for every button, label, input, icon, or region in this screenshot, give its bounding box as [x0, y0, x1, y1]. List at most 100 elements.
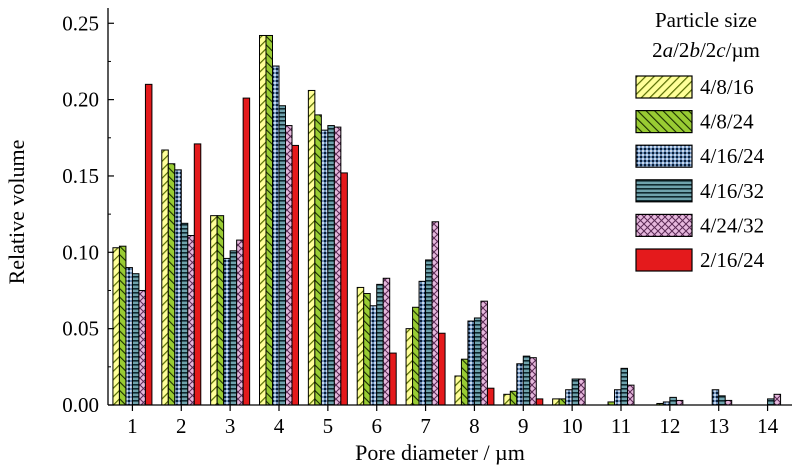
bar-4-8-24-cat-2 — [167, 163, 176, 406]
x-tick-label: 2 — [176, 414, 187, 438]
bar-2-16-24-cat-9 — [535, 398, 544, 406]
x-tick-label: 6 — [371, 414, 382, 438]
legend-swatch — [635, 144, 693, 168]
legend-swatch — [635, 109, 693, 134]
x-tick-label: 9 — [518, 414, 529, 438]
bar-4-16-32-cat-1 — [131, 273, 140, 406]
bar-4-24-32-cat-8 — [480, 300, 488, 406]
bar-4-16-32-cat-12 — [669, 396, 677, 406]
bar-4-8-16-cat-5 — [307, 89, 316, 406]
y-tick-label: 0.15 — [62, 164, 99, 188]
y-tick-label: 0.10 — [62, 240, 99, 264]
bar-4-24-32-cat-5 — [333, 126, 342, 406]
bar-4-16-32-cat-3 — [229, 250, 238, 406]
bar-4-8-24-cat-5 — [314, 114, 322, 406]
bar-4-8-16-cat-10 — [552, 398, 560, 406]
bar-4-24-32-cat-12 — [675, 399, 684, 406]
bar-4-16-32-cat-7 — [425, 259, 433, 406]
legend-label: 4/8/24 — [700, 110, 754, 134]
bar-4-16-24-cat-4 — [272, 65, 280, 406]
bar-4-16-32-cat-10 — [571, 378, 580, 406]
x-tick-label: 7 — [420, 414, 431, 438]
bar-4-8-24-cat-3 — [216, 215, 225, 406]
y-axis-title: Relative volume — [4, 140, 29, 285]
bar-2-16-24-cat-2 — [193, 143, 202, 406]
bar-4-24-32-cat-10 — [578, 378, 586, 406]
bar-4-16-24-cat-7 — [418, 280, 427, 406]
x-tick-label: 13 — [708, 414, 729, 438]
x-tick-label: 1 — [127, 414, 138, 438]
bar-4-8-16-cat-6 — [356, 286, 365, 406]
bar-4-16-24-cat-2 — [174, 169, 182, 406]
bar-2-16-24-cat-3 — [242, 97, 251, 406]
bar-4-16-24-cat-8 — [467, 320, 475, 406]
bar-4-24-32-cat-11 — [627, 384, 635, 406]
x-tick-label: 14 — [757, 414, 779, 438]
legend-label: 4/16/24 — [700, 144, 765, 168]
bar-4-8-16-cat-7 — [405, 328, 414, 406]
bar-4-16-32-cat-11 — [620, 367, 628, 406]
bar-4-16-32-cat-8 — [473, 317, 482, 406]
x-tick-label: 12 — [659, 414, 680, 438]
legend-subtitle: 2a/2b/2c/µm — [652, 38, 760, 62]
bar-4-8-16-cat-9 — [503, 393, 511, 406]
bar-4-16-32-cat-9 — [522, 355, 531, 406]
x-tick-label: 10 — [562, 414, 583, 438]
bar-4-24-32-cat-3 — [236, 239, 244, 406]
bar-4-16-24-cat-13 — [711, 389, 720, 406]
bar-2-16-24-cat-1 — [144, 83, 153, 406]
y-tick-label: 0.00 — [62, 393, 99, 417]
legend-label: 4/16/32 — [700, 179, 764, 203]
bar-4-16-24-cat-5 — [320, 129, 329, 406]
bar-4-24-32-cat-14 — [773, 393, 782, 406]
bar-4-16-32-cat-5 — [327, 125, 335, 406]
bar-4-16-24-cat-10 — [565, 389, 573, 406]
legend-title: Particle size — [655, 8, 757, 32]
bar-4-16-24-cat-11 — [614, 389, 622, 406]
bar-4-8-16-cat-1 — [112, 247, 120, 406]
bar-4-16-24-cat-9 — [516, 363, 524, 406]
bar-4-24-32-cat-6 — [382, 277, 391, 406]
bar-4-8-16-cat-4 — [259, 34, 267, 406]
bar-4-16-24-cat-6 — [369, 305, 378, 406]
bar-4-24-32-cat-4 — [285, 125, 293, 406]
y-tick-label: 0.05 — [62, 317, 99, 341]
bar-4-8-24-cat-4 — [265, 34, 273, 406]
bar-4-8-24-cat-10 — [558, 398, 567, 406]
bar-4-16-32-cat-2 — [180, 222, 189, 406]
bar-4-24-32-cat-7 — [431, 221, 440, 406]
bar-4-8-24-cat-9 — [509, 390, 518, 406]
legend: Particle size 2a/2b/2c/µm 4/8/16 4/8/24 4/16… — [635, 8, 765, 272]
axes-layer: 0.000.050.100.150.200.251 2 3 4 5 6 7 8 9 10 11 12 1… — [62, 8, 792, 438]
legend-swatch — [635, 179, 693, 203]
x-tick-label: 11 — [611, 414, 631, 438]
legend-label: 4/8/16 — [700, 75, 754, 99]
legend-swatch — [635, 213, 693, 237]
bar-2-16-24-cat-5 — [340, 172, 348, 406]
x-tick-label: 4 — [274, 414, 285, 438]
bar-4-24-32-cat-2 — [187, 235, 195, 406]
legend-label: 2/16/24 — [700, 248, 765, 272]
x-tick-label: 8 — [469, 414, 480, 438]
y-tick-label: 0.20 — [62, 88, 99, 112]
bar-4-8-16-cat-2 — [161, 149, 169, 406]
x-tick-label: 3 — [225, 414, 236, 438]
bar-4-8-24-cat-1 — [118, 245, 127, 406]
bar-4-16-32-cat-14 — [767, 398, 775, 406]
x-tick-label: 5 — [323, 414, 334, 438]
bar-4-8-24-cat-6 — [363, 293, 371, 406]
bar-4-16-24-cat-1 — [125, 267, 133, 406]
legend-swatch — [635, 248, 693, 272]
bar-2-16-24-cat-6 — [389, 352, 397, 406]
bar-4-8-24-cat-7 — [412, 306, 420, 406]
legend-swatch — [635, 75, 693, 99]
bars-layer — [112, 34, 782, 406]
bar-4-16-32-cat-4 — [278, 105, 286, 406]
bar-4-16-24-cat-3 — [223, 257, 231, 406]
bar-4-24-32-cat-13 — [724, 399, 733, 406]
bar-4-8-24-cat-8 — [460, 358, 469, 406]
bar-2-16-24-cat-8 — [486, 387, 495, 406]
bar-4-24-32-cat-1 — [138, 289, 146, 406]
